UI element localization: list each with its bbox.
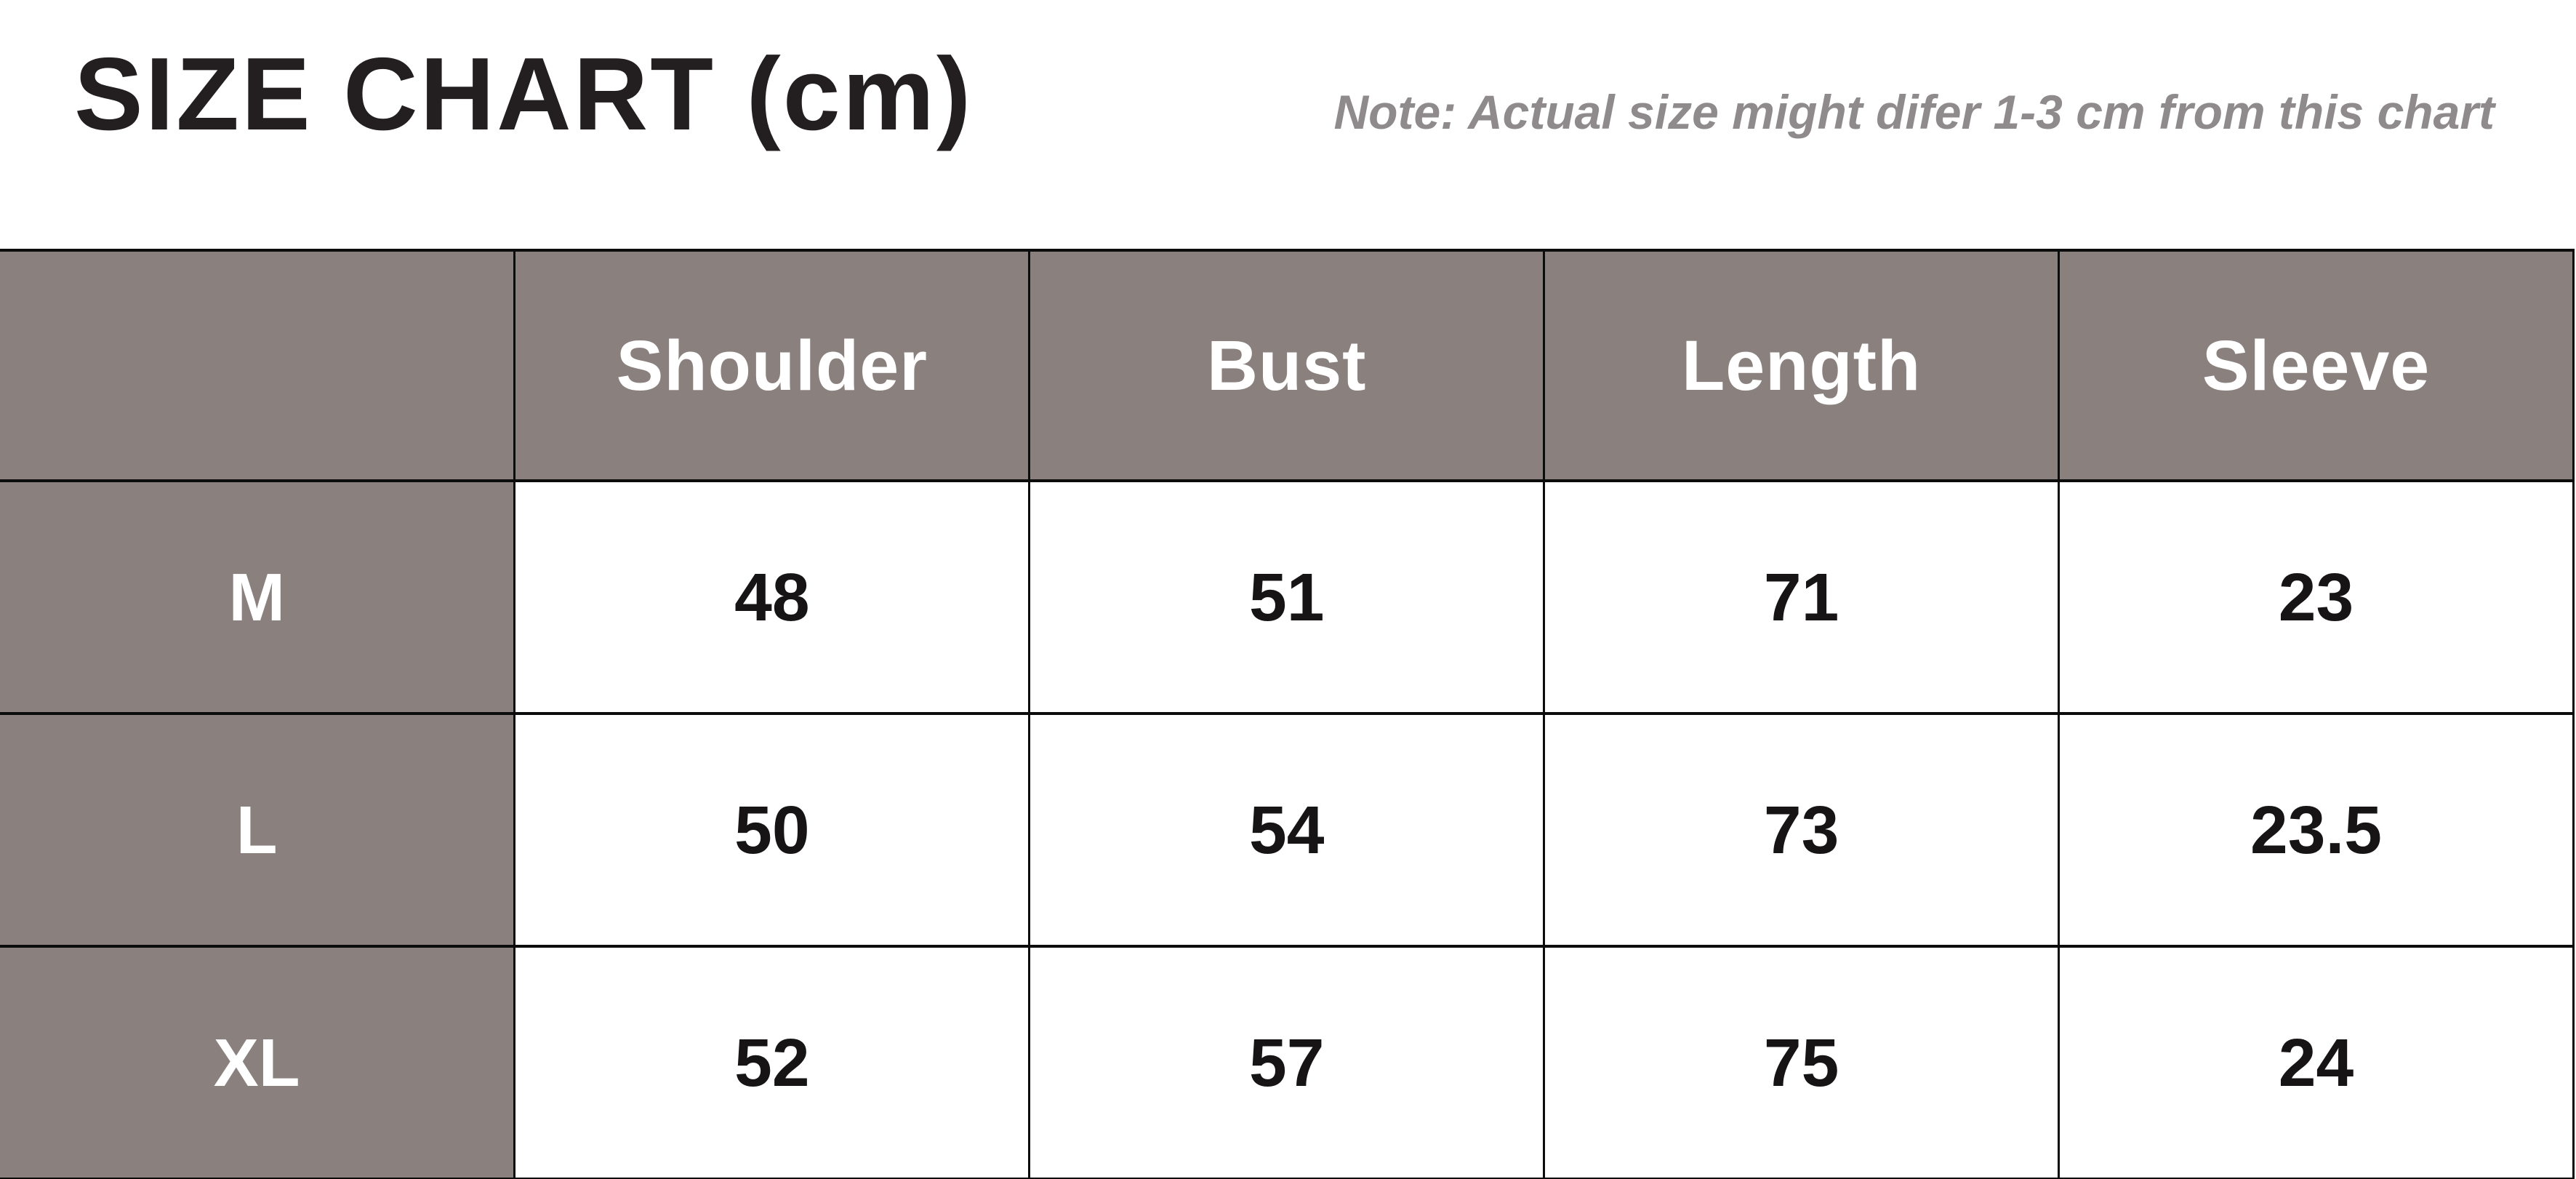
corner-cell — [0, 249, 516, 482]
header-row: Shoulder Bust Length Sleeve — [0, 249, 2575, 482]
cell-l-bust: 54 — [1028, 712, 1546, 948]
column-header-shoulder: Shoulder — [513, 249, 1031, 482]
column-header-bust: Bust — [1028, 249, 1546, 482]
row-label-l: L — [0, 712, 516, 948]
table-body: M 48 51 71 23 L 50 54 73 23.5 XL 52 57 7… — [0, 479, 2575, 1179]
column-header-sleeve: Sleeve — [2058, 249, 2575, 482]
table-row-m: M 48 51 71 23 — [0, 479, 2575, 715]
page-title: SIZE CHART (cm) — [74, 36, 974, 152]
cell-m-sleeve: 23 — [2058, 479, 2575, 715]
cell-l-sleeve: 23.5 — [2058, 712, 2575, 948]
cell-m-shoulder: 48 — [513, 479, 1031, 715]
table-row-xl: XL 52 57 75 24 — [0, 945, 2575, 1179]
column-header-length: Length — [1543, 249, 2061, 482]
table-row-l: L 50 54 73 23.5 — [0, 712, 2575, 948]
size-chart-table: Shoulder Bust Length Sleeve M 48 51 71 2… — [0, 249, 2575, 1179]
cell-m-length: 71 — [1543, 479, 2061, 715]
table-header: Shoulder Bust Length Sleeve — [0, 249, 2575, 482]
cell-m-bust: 51 — [1028, 479, 1546, 715]
row-label-m: M — [0, 479, 516, 715]
cell-xl-bust: 57 — [1028, 945, 1546, 1179]
row-label-xl: XL — [0, 945, 516, 1179]
note-text: Note: Actual size might difer 1-3 cm fro… — [1333, 85, 2495, 139]
cell-xl-shoulder: 52 — [513, 945, 1031, 1179]
cell-xl-length: 75 — [1543, 945, 2061, 1179]
cell-xl-sleeve: 24 — [2058, 945, 2575, 1179]
cell-l-shoulder: 50 — [513, 712, 1031, 948]
cell-l-length: 73 — [1543, 712, 2061, 948]
